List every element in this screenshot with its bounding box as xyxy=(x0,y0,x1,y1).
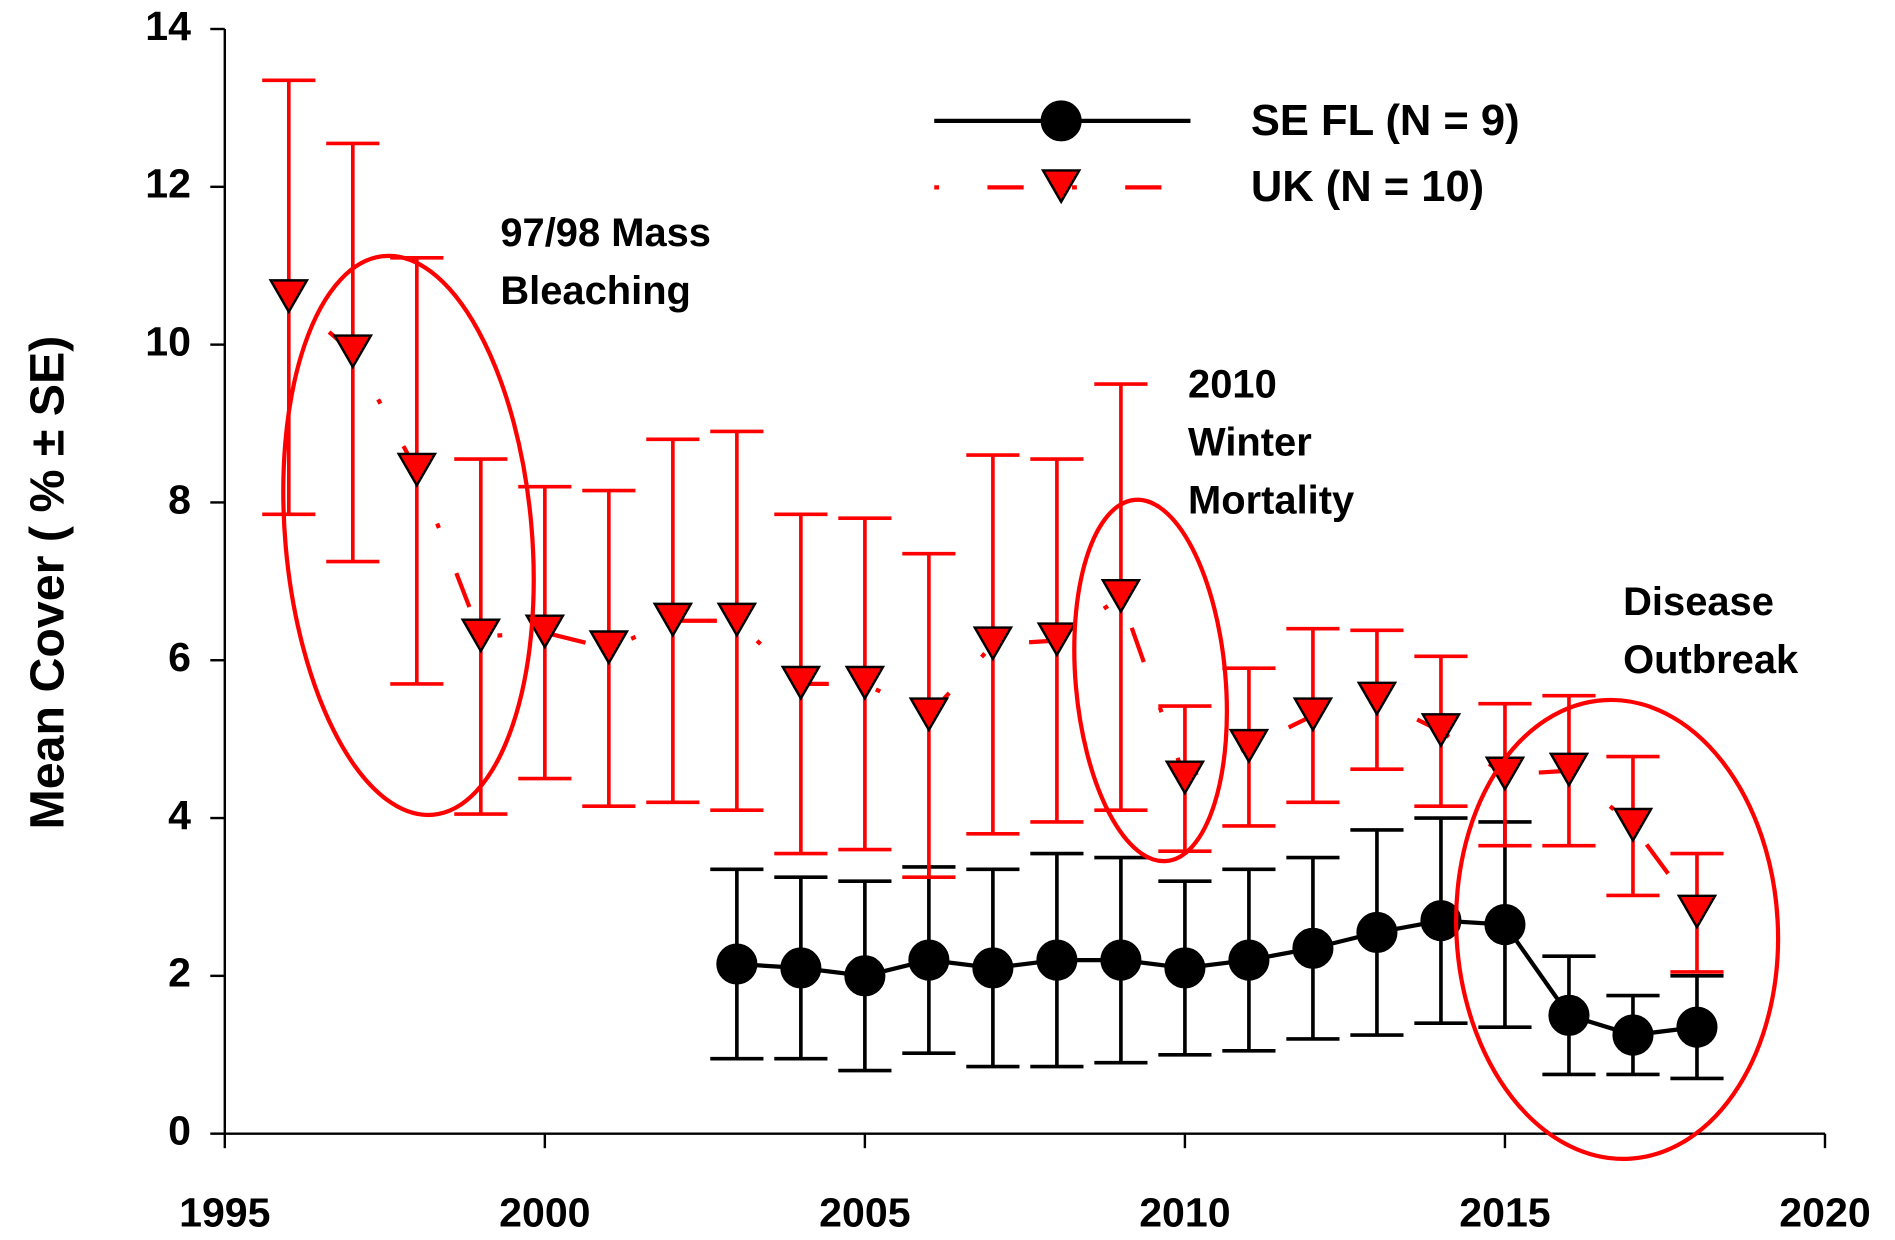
marker xyxy=(1356,681,1398,717)
marker xyxy=(1164,947,1206,989)
marker xyxy=(1100,939,1142,981)
marker xyxy=(1228,939,1270,981)
marker xyxy=(1548,752,1590,788)
marker xyxy=(1676,894,1718,930)
y-axis-label: Mean Cover ( % ± SE) xyxy=(21,336,75,830)
marker xyxy=(524,614,566,650)
x-tick-label: 2015 xyxy=(1459,1190,1550,1236)
marker xyxy=(1548,994,1590,1036)
marker xyxy=(396,452,438,488)
legend-label: UK (N = 10) xyxy=(1251,163,1484,211)
marker xyxy=(1100,578,1142,615)
marker xyxy=(1036,622,1078,658)
annotation: Mortality xyxy=(1188,478,1354,522)
marker xyxy=(780,947,822,989)
marker xyxy=(460,618,502,654)
plot: Mean Cover ( % ± SE) 0 2 4 6 8 10 12 14 1995 2000… xyxy=(21,3,1871,1236)
annotation-ellipse xyxy=(281,253,536,818)
marker xyxy=(1484,756,1526,792)
marker xyxy=(1612,807,1654,843)
marker xyxy=(1292,697,1334,733)
y-tick-label: 12 xyxy=(145,161,191,207)
legend-label: SE FL (N = 9) xyxy=(1251,97,1520,145)
marker xyxy=(1292,927,1334,969)
marker xyxy=(1484,904,1526,946)
x-tick-label: 2000 xyxy=(499,1190,590,1236)
marker xyxy=(716,943,758,985)
marker xyxy=(1676,1006,1718,1048)
annotation: Winter xyxy=(1188,420,1312,464)
marker xyxy=(1612,1014,1654,1056)
annotation-ellipse xyxy=(1072,497,1230,864)
y-tick-label: 0 xyxy=(168,1108,191,1154)
marker xyxy=(1040,169,1082,205)
marker xyxy=(972,947,1014,989)
marker xyxy=(588,630,630,666)
marker xyxy=(908,697,950,733)
annotation: Outbreak xyxy=(1623,638,1799,682)
marker xyxy=(1356,911,1398,954)
marker xyxy=(844,955,886,997)
annotation: 97/98 Mass xyxy=(500,211,711,255)
marker xyxy=(268,279,310,315)
series-line xyxy=(736,918,1698,1038)
marker xyxy=(844,665,886,701)
marker xyxy=(972,626,1014,662)
annotation: Disease xyxy=(1623,580,1774,624)
annotation: 2010 xyxy=(1188,362,1277,406)
marker xyxy=(1036,939,1078,981)
y-tick-label: 14 xyxy=(145,3,191,49)
y-tick-label: 8 xyxy=(168,476,191,522)
marker xyxy=(1164,760,1206,796)
marker xyxy=(780,665,822,701)
marker xyxy=(652,602,694,638)
marker xyxy=(1228,728,1270,764)
annotation-ellipse xyxy=(1454,697,1781,1162)
marker xyxy=(1040,100,1082,142)
y-tick-label: 4 xyxy=(168,792,191,838)
y-tick-label: 6 xyxy=(168,634,191,680)
annotation: Bleaching xyxy=(500,269,691,313)
marker xyxy=(332,334,374,370)
marker xyxy=(1420,713,1462,749)
x-tick-label: 1995 xyxy=(179,1190,270,1236)
x-tick-label: 2010 xyxy=(1139,1190,1230,1236)
y-tick-label: 2 xyxy=(168,950,191,996)
marker xyxy=(716,602,758,638)
y-tick-label: 10 xyxy=(145,318,191,364)
x-tick-label: 2005 xyxy=(819,1190,910,1236)
marker xyxy=(1420,900,1462,942)
marker xyxy=(908,939,950,981)
x-tick-label: 2020 xyxy=(1779,1190,1870,1236)
